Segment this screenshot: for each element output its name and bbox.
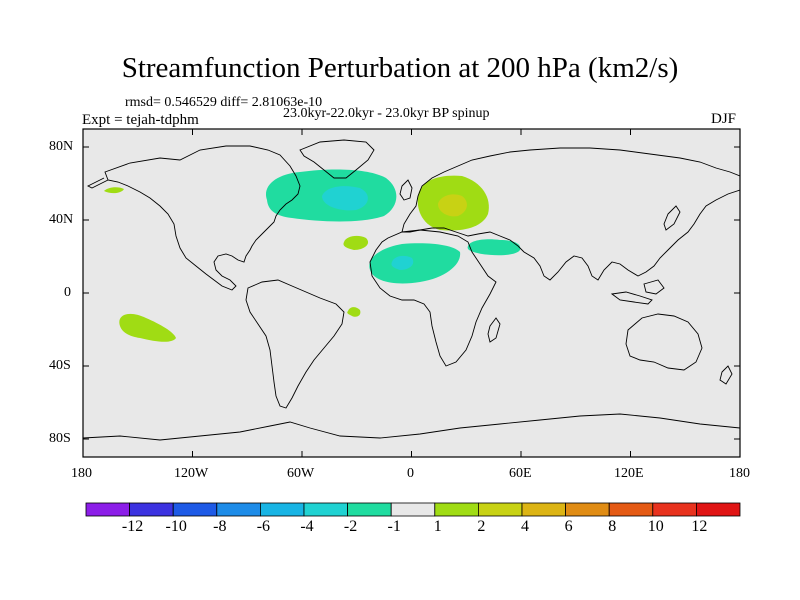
colorbar-label: -2	[343, 518, 358, 535]
anomaly-mid-atlantic	[343, 235, 369, 250]
anomaly-south-pacific	[119, 313, 176, 342]
x-tick-label: 60E	[509, 466, 532, 481]
anomaly-north-atlantic-core	[322, 186, 368, 211]
colorbar	[85, 502, 741, 517]
y-tick-label: 80S	[49, 431, 71, 446]
coast-alaska	[86, 177, 109, 189]
colorbar-label: -12	[121, 518, 144, 535]
colorbar-box	[85, 502, 130, 517]
coast-africa	[369, 229, 497, 367]
period-label: 23.0kyr-22.0kyr - 23.0kyr BP spinup	[283, 106, 490, 121]
anomaly-layer	[104, 169, 521, 342]
coast-indonesia	[610, 279, 665, 305]
colorbar-label: 4	[521, 518, 529, 535]
plot-background	[83, 129, 740, 457]
x-tick-label: 120W	[174, 466, 209, 481]
colorbar-label: 12	[691, 518, 708, 535]
colorbar-label: -4	[300, 518, 314, 535]
y-tick-label: 40N	[49, 212, 74, 227]
x-tick-label: 180	[71, 466, 92, 481]
figure-title: Streamfunction Perturbation at 200 hPa (…	[121, 52, 679, 84]
colorbar-box	[129, 502, 174, 517]
coast-australia	[625, 313, 703, 371]
coastlines	[83, 139, 740, 441]
colorbar-box	[259, 502, 305, 517]
coast-madagascar	[487, 317, 501, 343]
coast-antarctica	[83, 413, 740, 441]
coast-new-zealand	[719, 365, 733, 385]
colorbar-box	[303, 502, 348, 517]
colorbar-box	[477, 502, 523, 517]
coast-british-isles	[399, 179, 413, 201]
x-tick-label: 120E	[614, 466, 644, 481]
y-tick-label: 40S	[49, 358, 71, 373]
colorbar-box	[696, 502, 741, 517]
colorbar-label: -1	[387, 518, 401, 535]
anomaly-arabia	[467, 239, 521, 256]
coast-north-america	[104, 145, 301, 291]
colorbar-box	[216, 502, 261, 517]
colorbar-box	[565, 502, 610, 517]
anomaly-north-pacific	[104, 187, 124, 194]
anomaly-europe-core	[438, 194, 467, 217]
colorbar-box	[347, 502, 392, 517]
colorbar-label: 6	[564, 518, 573, 535]
coast-greenland	[299, 139, 375, 179]
anomaly-north-africa-core	[391, 255, 414, 270]
colorbar-box	[172, 502, 218, 517]
axis-ticks	[82, 129, 741, 457]
x-tick-label: 60W	[287, 466, 315, 481]
colorbar-label: 2	[477, 518, 486, 535]
colorbar-box	[390, 502, 436, 517]
anomaly-north-africa	[369, 243, 461, 284]
anomaly-equatorial-atlantic	[347, 307, 361, 317]
colorbar-label: 8	[608, 518, 617, 535]
coast-south-america	[245, 279, 345, 409]
colorbar-box	[521, 502, 566, 517]
colorbar-label: -6	[256, 518, 271, 535]
colorbar-label: -10	[165, 518, 187, 535]
colorbar-label: -8	[213, 518, 227, 535]
y-tick-label: 80N	[49, 139, 74, 154]
x-tick-label: 180	[729, 466, 750, 481]
stats-text: rmsd= 0.546529 diff= 2.81063e-10	[125, 95, 323, 110]
colorbar-box	[434, 502, 479, 517]
x-tick-label: 0	[407, 466, 414, 481]
colorbar-label: 1	[433, 518, 442, 535]
coast-eurasia	[401, 147, 740, 281]
season-label: DJF	[711, 111, 737, 127]
colorbar-box	[652, 502, 697, 517]
colorbar-label: 10	[647, 518, 664, 535]
experiment-label: Expt = tejah-tdphm	[82, 112, 199, 128]
coast-japan	[663, 205, 681, 231]
y-tick-label: 0	[64, 285, 71, 300]
colorbar-box	[608, 502, 654, 517]
